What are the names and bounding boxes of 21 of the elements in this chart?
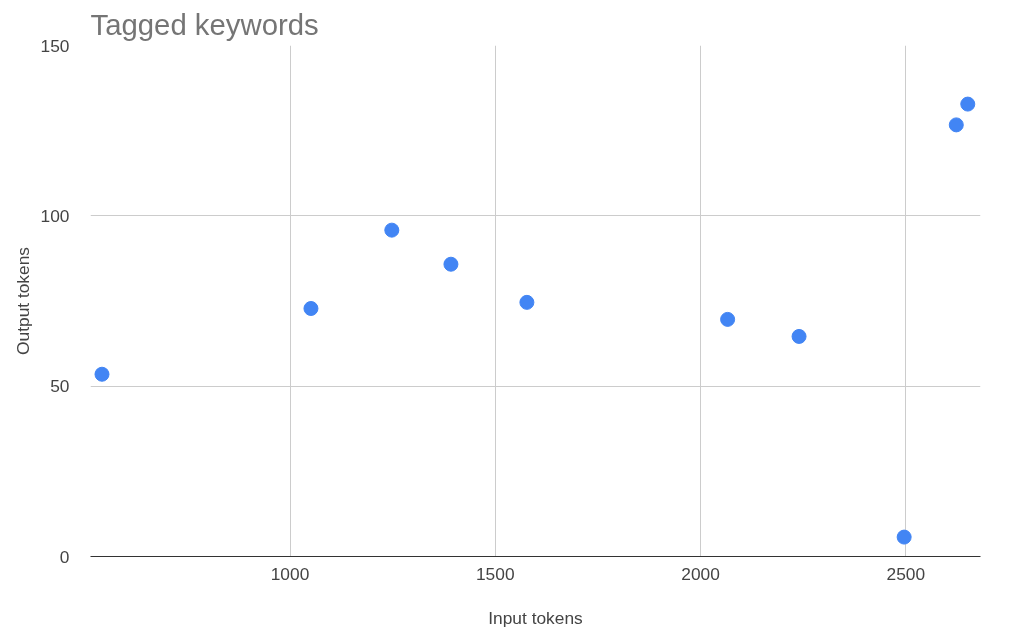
x-axis-title: Input tokens: [488, 607, 584, 628]
point: [791, 328, 807, 344]
point: [519, 294, 535, 310]
point: [443, 256, 459, 272]
point: [896, 529, 912, 545]
x-tick-label: 2500: [886, 563, 926, 584]
point: [948, 117, 964, 133]
x-tick-label: 1000: [270, 563, 310, 584]
point: [94, 366, 110, 382]
point: [384, 222, 400, 238]
point: [720, 311, 736, 327]
point: [303, 301, 319, 316]
x-tick-label: 2000: [681, 563, 720, 584]
y-tick-label: 100: [40, 205, 70, 226]
point: [960, 96, 976, 112]
y-tick-label: 50: [50, 376, 70, 397]
chart-title: Tagged keywords: [90, 7, 319, 41]
x-tick-label: 1500: [476, 563, 515, 584]
y-axis-title: Output tokens: [12, 246, 33, 355]
y-tick-label: 150: [40, 35, 70, 56]
y-tick-label: 0: [59, 546, 70, 567]
